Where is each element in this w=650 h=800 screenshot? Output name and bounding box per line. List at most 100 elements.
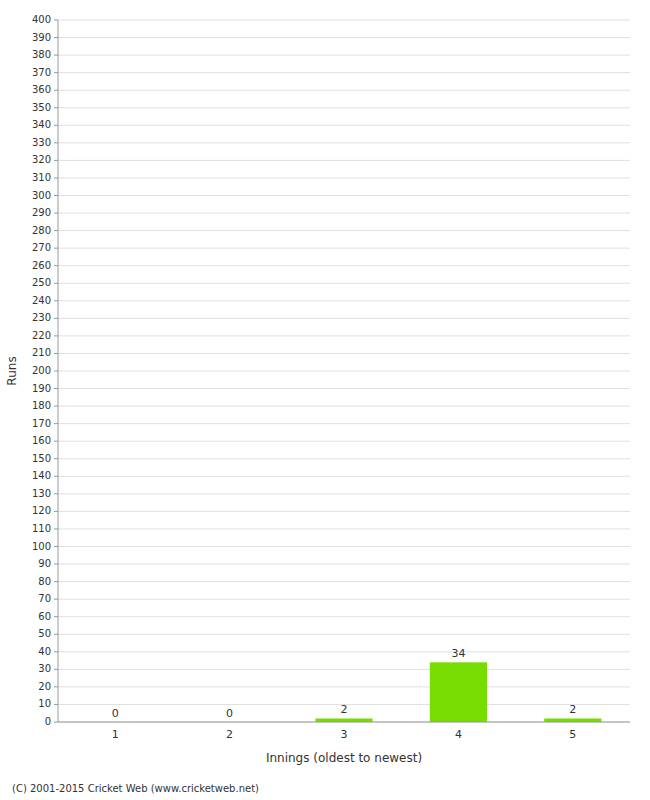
x-tick-label: 1 <box>112 728 119 741</box>
grid-line <box>58 125 630 126</box>
grid-line <box>58 335 630 336</box>
grid-line <box>58 528 630 529</box>
data-label: 0 <box>112 707 119 720</box>
y-tick-label: 240 <box>32 295 51 306</box>
grid-line <box>58 283 630 284</box>
grid <box>58 20 630 722</box>
bar <box>430 662 487 722</box>
y-tick <box>54 55 58 56</box>
y-tick-label: 390 <box>32 32 51 43</box>
y-tick <box>54 441 58 442</box>
grid-line <box>58 546 630 547</box>
data-label: 2 <box>569 703 576 716</box>
y-tick-label: 280 <box>32 225 51 236</box>
y-tick-label: 40 <box>38 646 51 657</box>
grid-line <box>58 686 630 687</box>
y-tick <box>54 90 58 91</box>
grid-line <box>58 300 630 301</box>
grid-line <box>58 160 630 161</box>
y-tick <box>54 177 58 178</box>
y-tick-label: 220 <box>32 330 51 341</box>
bar <box>544 718 601 722</box>
grid-line <box>58 177 630 178</box>
y-tick <box>54 511 58 512</box>
y-tick <box>54 230 58 231</box>
y-tick <box>54 107 58 108</box>
y-tick-label: 290 <box>32 207 51 218</box>
y-tick-label: 160 <box>32 435 51 446</box>
y-tick-label: 300 <box>32 190 51 201</box>
y-tick <box>54 388 58 389</box>
y-tick <box>54 458 58 459</box>
y-tick-label: 190 <box>32 383 51 394</box>
x-tick-label: 5 <box>569 728 576 741</box>
grid-line <box>58 511 630 512</box>
y-tick <box>54 704 58 705</box>
bars <box>315 662 601 722</box>
grid-line <box>58 55 630 56</box>
y-tick-label: 200 <box>32 365 51 376</box>
footer-note: (C) 2001-2015 Cricket Web (www.cricketwe… <box>12 783 259 794</box>
y-tick-label: 320 <box>32 154 51 165</box>
y-tick-label: 210 <box>32 347 51 358</box>
y-tick <box>54 634 58 635</box>
y-tick-label: 350 <box>32 102 51 113</box>
grid-line <box>58 651 630 652</box>
y-tick-label: 30 <box>38 663 51 674</box>
y-tick-label: 330 <box>32 137 51 148</box>
y-tick <box>54 406 58 407</box>
y-tick <box>54 564 58 565</box>
y-tick-label: 340 <box>32 119 51 130</box>
y-tick-label: 150 <box>32 453 51 464</box>
y-tick-label: 230 <box>32 312 51 323</box>
y-tick <box>54 125 58 126</box>
y-tick <box>54 528 58 529</box>
grid-line <box>58 353 630 354</box>
y-tick <box>54 616 58 617</box>
y-tick-label: 90 <box>38 558 51 569</box>
y-tick-label: 250 <box>32 277 51 288</box>
y-tick-label: 20 <box>38 681 51 692</box>
y-tick <box>54 37 58 38</box>
y-tick <box>54 20 58 21</box>
y-tick <box>54 265 58 266</box>
y-tick <box>54 318 58 319</box>
grid-line <box>58 20 630 21</box>
y-tick-label: 60 <box>38 611 51 622</box>
y-tick-label: 270 <box>32 242 51 253</box>
grid-line <box>58 634 630 635</box>
bar <box>315 718 372 722</box>
chart: 0102030405060708090100110120130140150160… <box>0 0 650 800</box>
grid-line <box>58 581 630 582</box>
x-tick-label: 3 <box>341 728 348 741</box>
y-tick <box>54 493 58 494</box>
grid-line <box>58 564 630 565</box>
y-tick-label: 400 <box>32 14 51 25</box>
grid-line <box>58 423 630 424</box>
y-tick <box>54 335 58 336</box>
grid-line <box>58 493 630 494</box>
x-axis-line <box>58 722 630 723</box>
y-tick-label: 130 <box>32 488 51 499</box>
y-tick-label: 0 <box>45 716 51 727</box>
y-tick <box>54 195 58 196</box>
x-tick-label: 4 <box>455 728 462 741</box>
y-tick <box>54 283 58 284</box>
y-tick-label: 70 <box>38 593 51 604</box>
y-tick <box>54 669 58 670</box>
data-label: 34 <box>451 647 465 660</box>
grid-line <box>58 599 630 600</box>
y-tick <box>54 248 58 249</box>
y-tick <box>54 142 58 143</box>
y-tick-label: 360 <box>32 84 51 95</box>
y-tick-label: 50 <box>38 628 51 639</box>
grid-line <box>58 318 630 319</box>
grid-line <box>58 371 630 372</box>
x-tick-label: 2 <box>226 728 233 741</box>
y-axis-line <box>58 20 59 722</box>
y-tick-label: 140 <box>32 470 51 481</box>
y-tick <box>54 476 58 477</box>
grid-line <box>58 248 630 249</box>
y-axis-title: Runs <box>5 356 19 385</box>
y-tick <box>54 599 58 600</box>
